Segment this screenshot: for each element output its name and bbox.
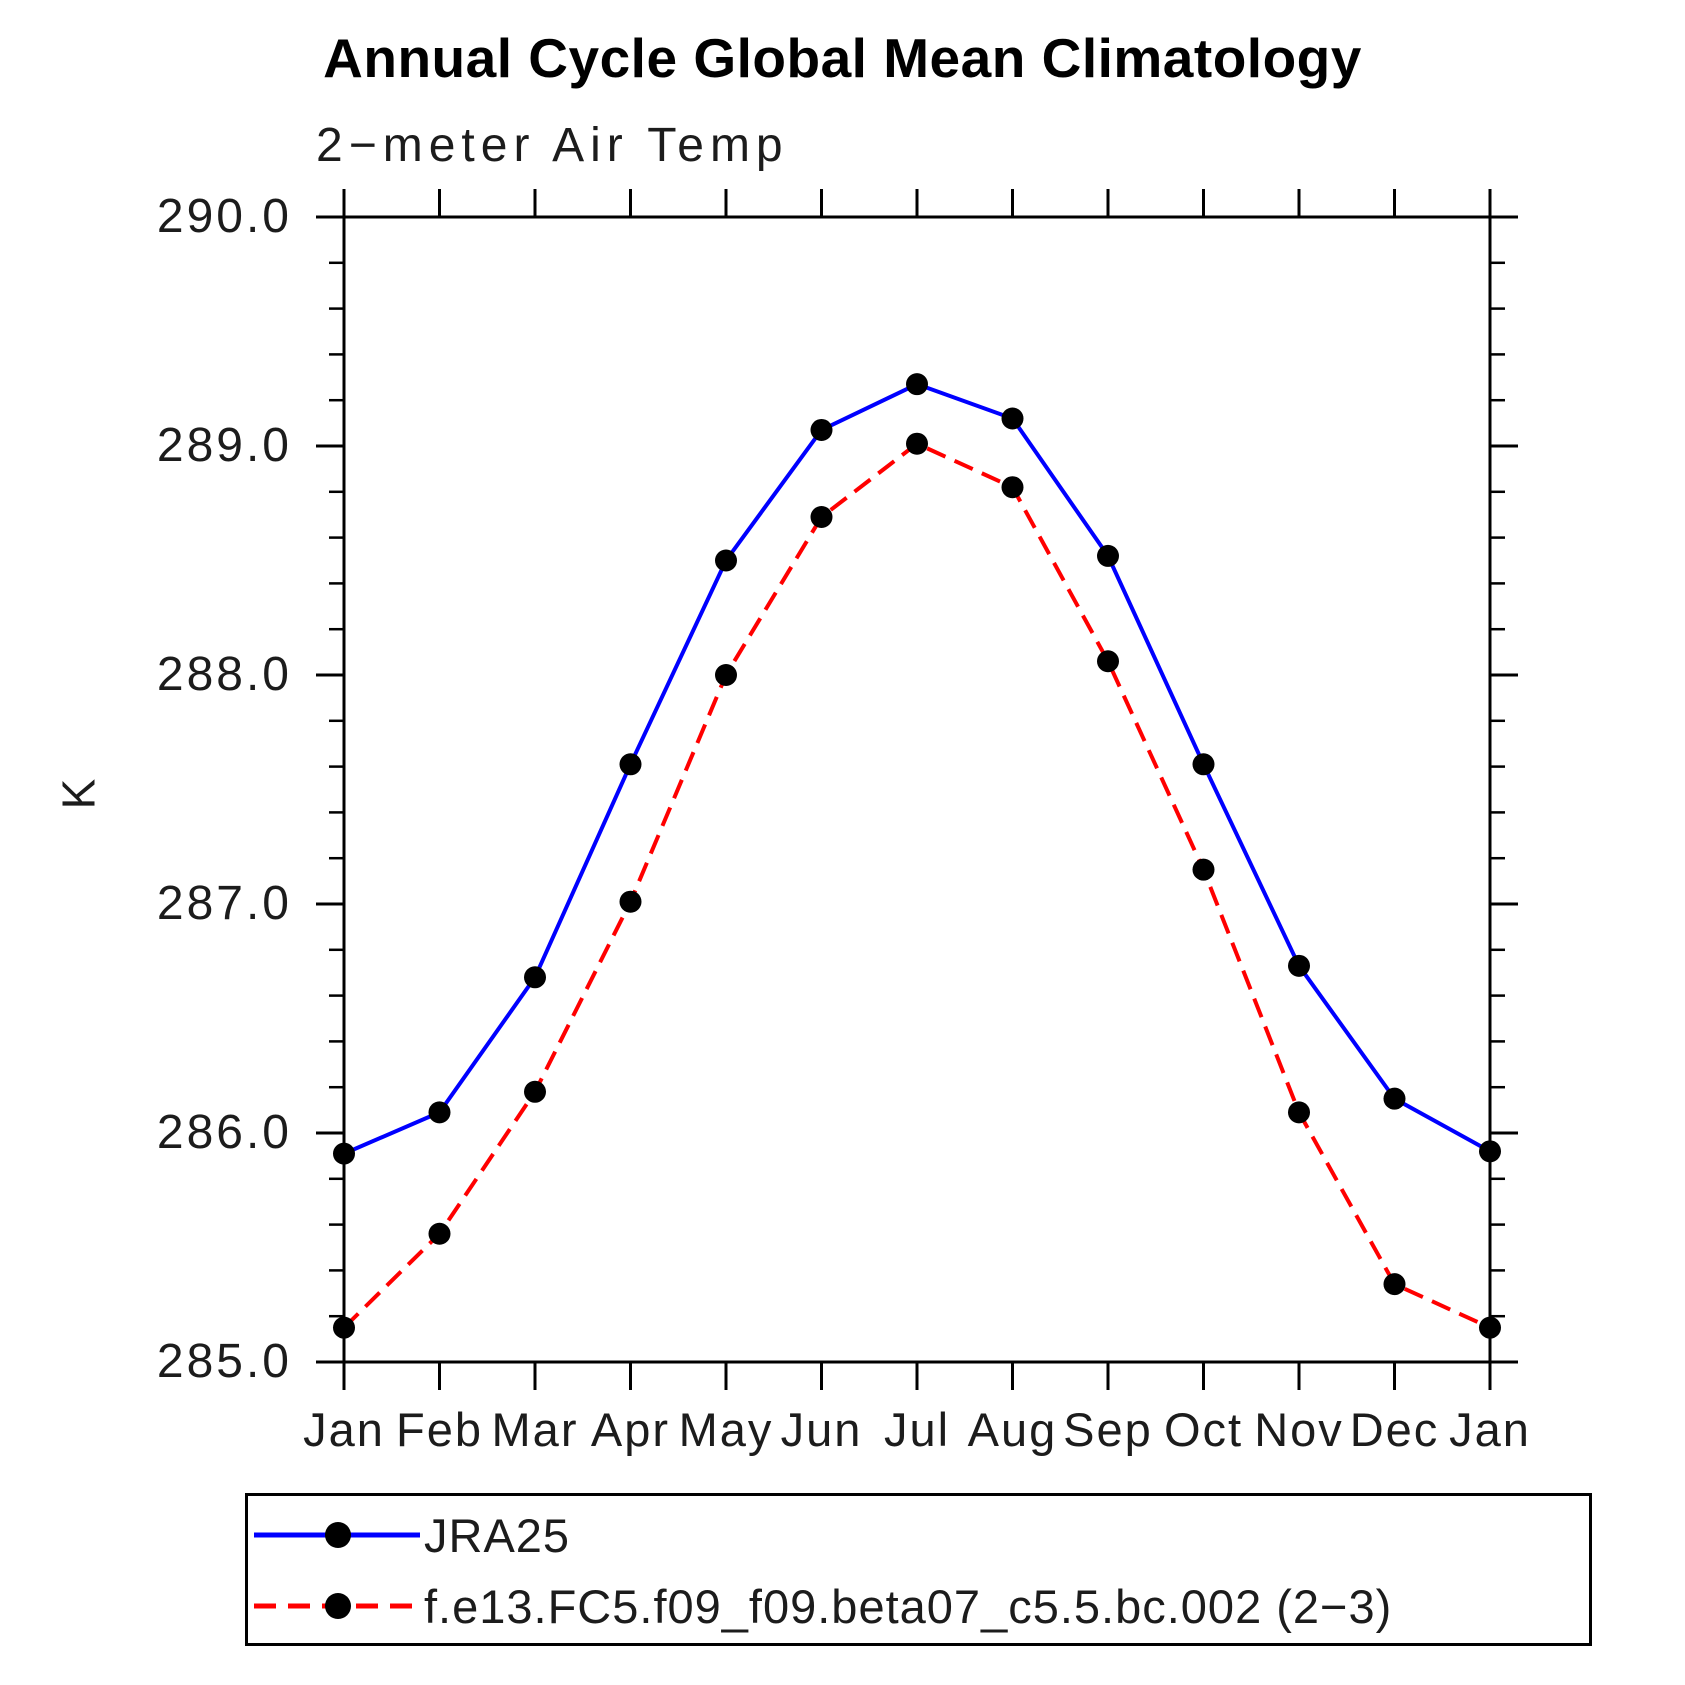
data-point-marker-s1-m12: [1479, 1316, 1501, 1339]
y-tick-label-289.0: 289.0: [156, 419, 292, 472]
data-point-marker-s1-m3: [619, 890, 642, 913]
x-tick-label-jan-0: Jan: [303, 1403, 385, 1456]
data-point-marker-s0-m10: [1288, 954, 1310, 977]
data-point-marker-s1-m6: [906, 432, 928, 455]
x-tick-label-feb-1: Feb: [396, 1403, 483, 1456]
x-tick-label-sep-8: Sep: [1063, 1403, 1153, 1456]
data-point-marker-s0-m8: [1097, 544, 1119, 567]
data-point-marker-s1-m9: [1192, 858, 1215, 881]
x-tick-label-jun-5: Jun: [780, 1403, 863, 1456]
legend-sample-line: [254, 1522, 420, 1548]
data-point-marker-s1-m4: [715, 664, 737, 686]
x-tick-label-nov-10: Nov: [1254, 1403, 1344, 1456]
data-point-marker-s1-m7: [1001, 476, 1024, 499]
x-tick-label-apr-3: Apr: [590, 1403, 671, 1456]
data-point-marker-s0-m1: [428, 1101, 451, 1124]
data-point-marker-s0-m2: [524, 966, 546, 989]
data-point-marker-s0-m9: [1192, 753, 1215, 776]
x-tick-label-mar-2: Mar: [491, 1403, 579, 1456]
data-point-marker-s0-m0: [333, 1142, 355, 1165]
legend-marker-dot: [325, 1593, 351, 1619]
y-tick-label-290.0: 290.0: [156, 190, 292, 243]
data-point-marker-s1-m8: [1097, 650, 1119, 673]
chart-title: Annual Cycle Global Mean Climatology: [323, 27, 1362, 89]
data-point-marker-s1-m1: [428, 1222, 451, 1245]
data-point-marker-s0-m3: [619, 753, 642, 776]
legend-marker-dot: [325, 1522, 351, 1548]
legend: JRA25 f.e13.FC5.f09_f09.beta07_c5.5.bc.00…: [245, 1493, 1592, 1646]
y-tick-label-286.0: 286.0: [156, 1106, 292, 1159]
legend-sample-line: [254, 1593, 420, 1619]
x-tick-label-oct-9: Oct: [1163, 1403, 1244, 1456]
data-point-marker-s1-m0: [333, 1316, 355, 1339]
data-point-marker-s0-m12: [1479, 1140, 1501, 1163]
y-tick-label-285.0: 285.0: [156, 1335, 292, 1388]
data-point-marker-s0-m4: [715, 549, 737, 572]
y-tick-label-287.0: 287.0: [156, 877, 292, 930]
data-point-marker-s1-m2: [524, 1080, 546, 1103]
chart-subtitle: 2−meter Air Temp: [316, 119, 789, 172]
data-point-marker-s0-m6: [906, 373, 928, 396]
x-tick-label-may-4: May: [678, 1403, 774, 1456]
series-line-model: [342, 441, 1491, 1330]
data-point-marker-s1-m5: [810, 505, 833, 528]
legend-label: JRA25: [424, 1508, 571, 1562]
legend-item-jra25: JRA25: [252, 1504, 570, 1566]
x-tick-label-aug-7: Aug: [967, 1403, 1058, 1456]
data-point-marker-s1-m11: [1383, 1273, 1406, 1296]
legend-item-model: f.e13.FC5.f09_f09.beta07_c5.5.bc.002 (2−…: [252, 1575, 1392, 1637]
legend-label: f.e13.FC5.f09_f09.beta07_c5.5.bc.002 (2−…: [424, 1579, 1393, 1633]
data-point-marker-s0-m11: [1383, 1087, 1406, 1110]
x-tick-label-jan-12: Jan: [1449, 1403, 1531, 1456]
data-point-marker-s0-m5: [810, 418, 833, 441]
y-tick-label-288.0: 288.0: [156, 648, 292, 701]
series-line-jra25: [343, 382, 1491, 1156]
x-tick-label-dec-11: Dec: [1349, 1403, 1440, 1456]
data-point-marker-s0-m7: [1001, 407, 1024, 430]
data-point-marker-s1-m10: [1288, 1101, 1310, 1124]
x-tick-label-jul-6: Jul: [883, 1403, 951, 1456]
